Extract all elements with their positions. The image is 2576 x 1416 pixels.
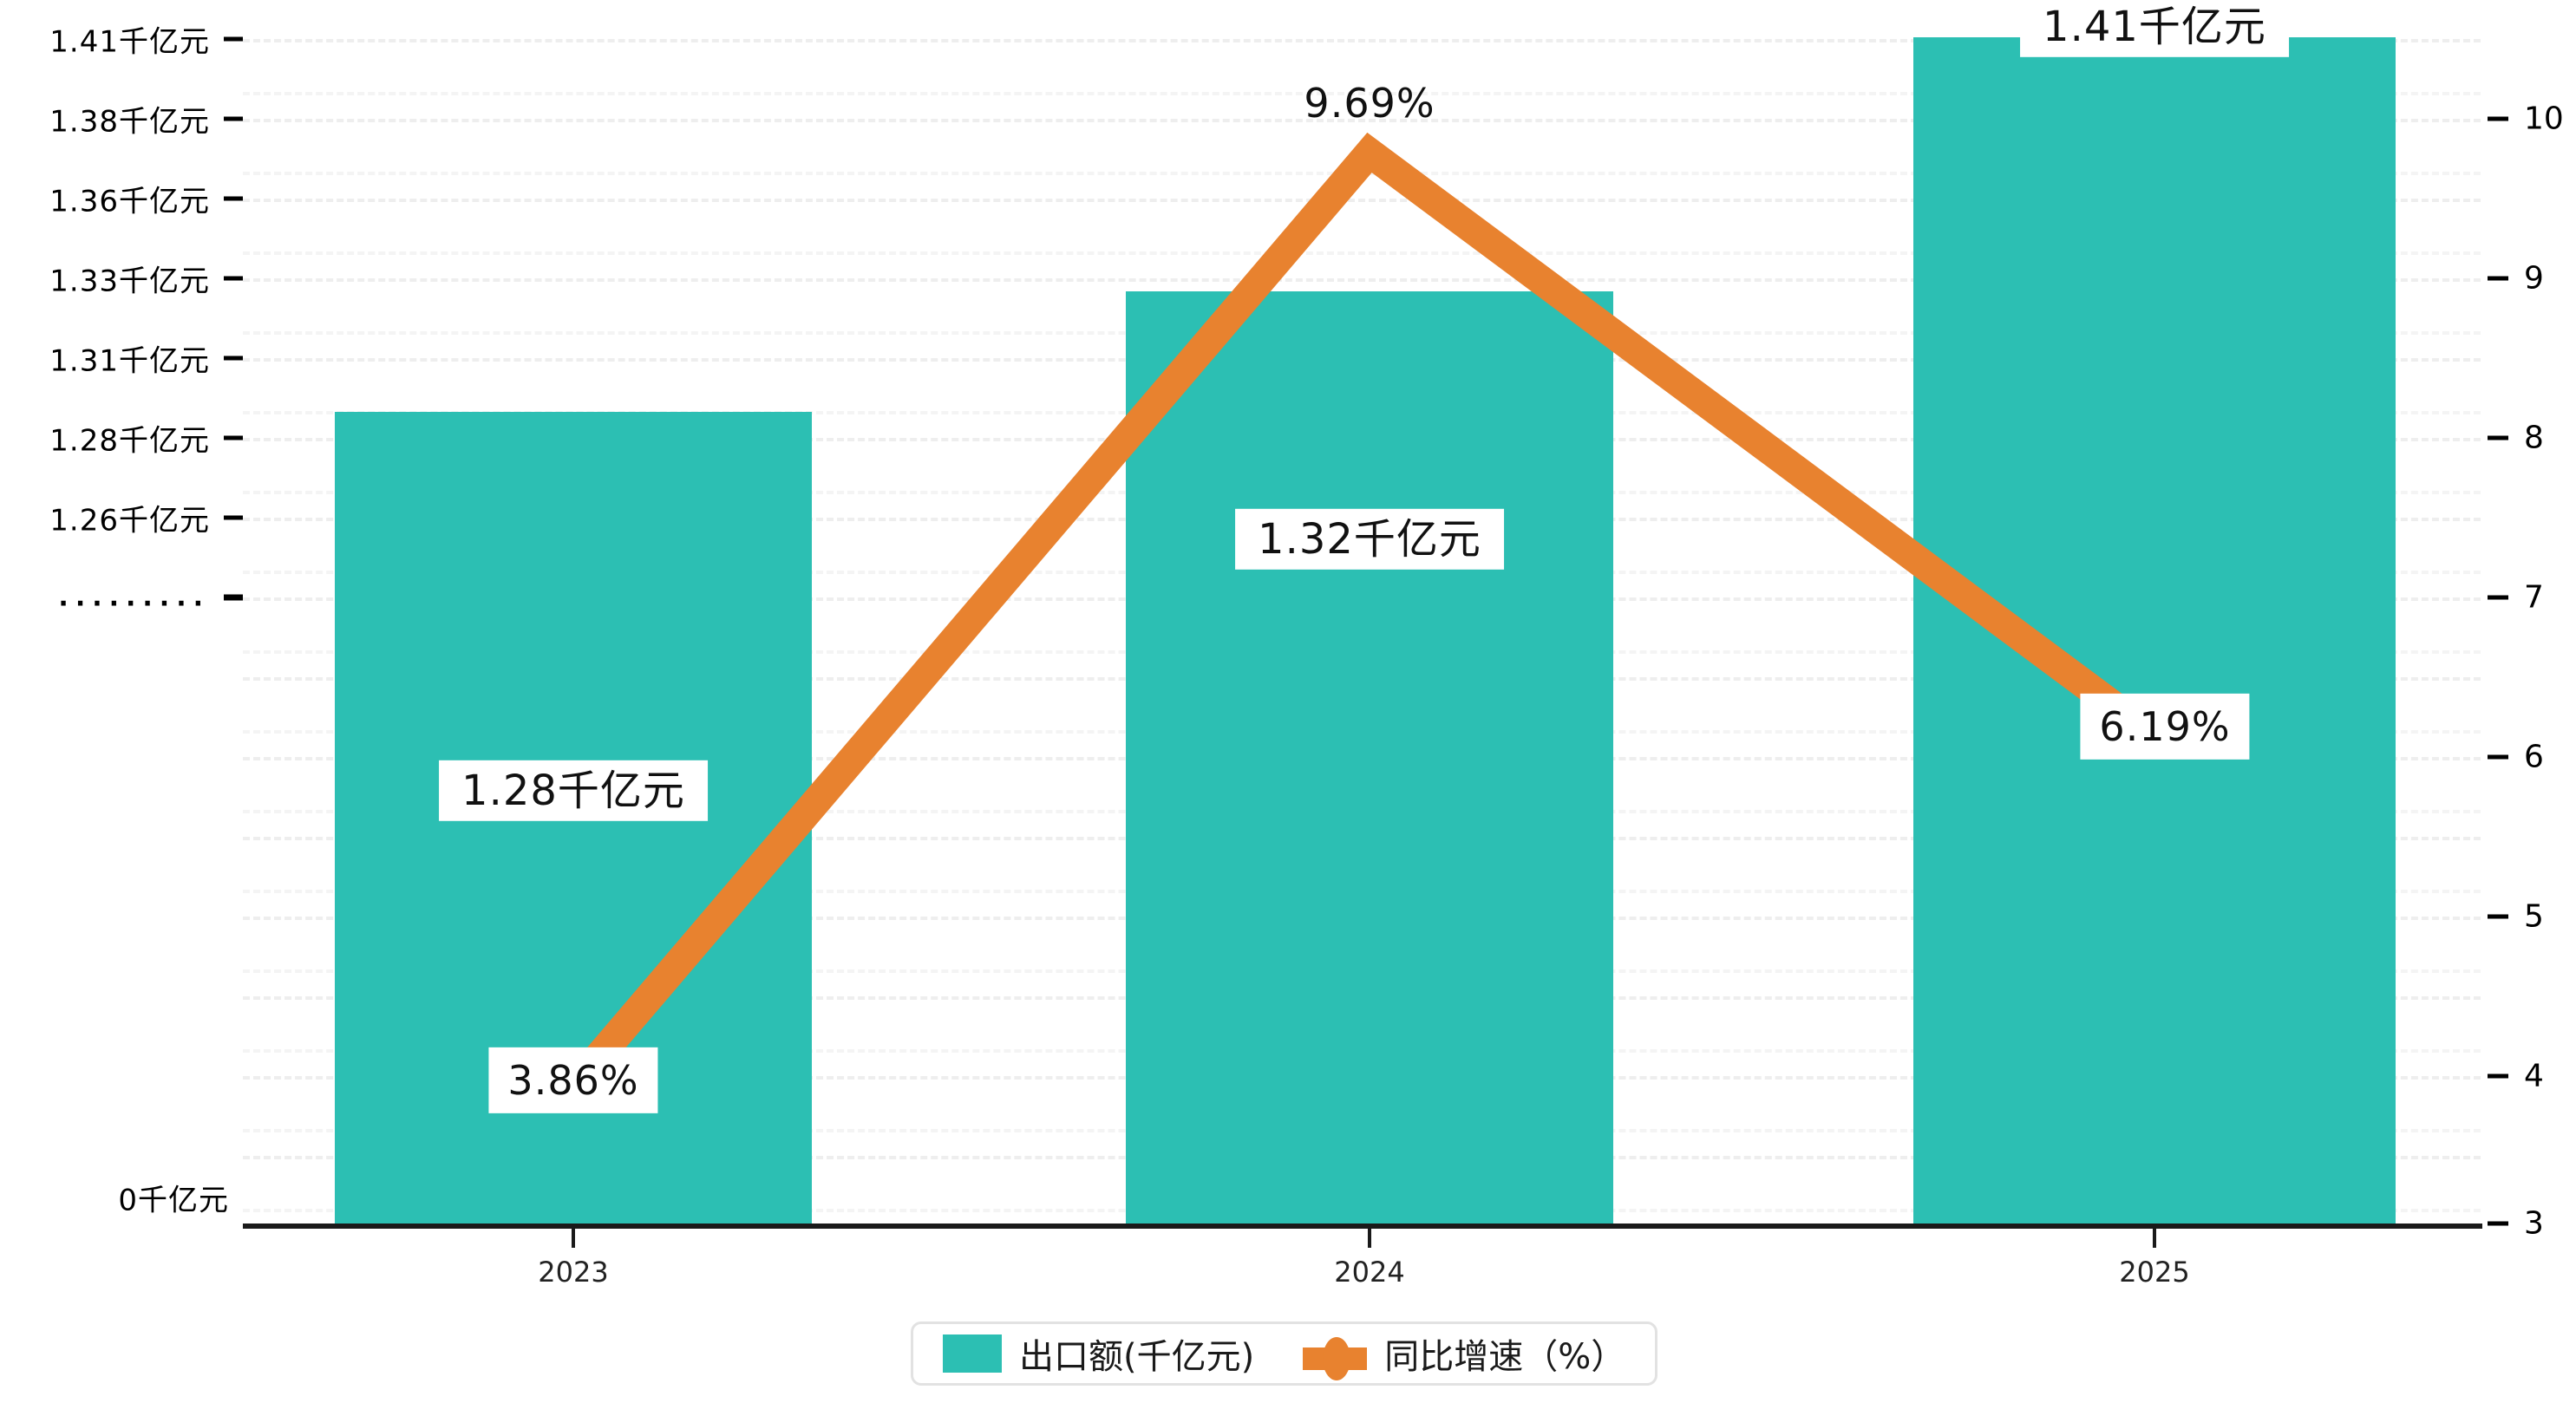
bar-2024[interactable] [1126,291,1613,1225]
y-axis-right-tick-7: 7 [2488,580,2544,616]
y-axis-right-tick-label: 8 [2524,420,2544,456]
y-axis-right-tick-label: 10 [2524,101,2564,137]
y-axis-right-tick-label: 6 [2524,739,2544,775]
x-tick-label-2024: 2024 [1334,1256,1405,1289]
legend-item-growth-rate[interactable]: 同比增速（%） [1303,1328,1626,1380]
tick-dash-icon [224,594,243,601]
y-axis-right-tick-9: 9 [2488,261,2544,297]
y-axis-left-tick-label: 0千亿元 [118,1183,229,1218]
y-axis-left-tick-label: 1.28千亿元 [49,423,210,459]
bar-swatch-icon [943,1334,1002,1373]
tick-dash-icon [2488,1221,2508,1226]
tick-dash-icon [2488,435,2508,440]
tick-dash-icon [224,435,243,440]
gridline-minor [243,92,2481,95]
line-value-label-2024: 9.69% [1304,79,1435,127]
x-tick-label-2025: 2025 [2119,1256,2190,1289]
legend-label-growth-rate: 同比增速（%） [1384,1337,1626,1377]
line-marker-icon [1303,1337,1368,1380]
y-axis-left-tick-3: 1.33千亿元 [49,258,243,300]
x-tick-mark-2024 [1368,1229,1371,1248]
circle-marker-icon [1323,1337,1351,1380]
legend-item-export-value[interactable]: 出口额(千亿元) [943,1328,1254,1379]
y-axis-right-tick-8: 8 [2488,421,2544,456]
y-axis-left-tick-label: 1.41千亿元 [49,24,210,60]
y-axis-left-tick-label: 1.36千亿元 [49,184,210,219]
y-axis-right-tick-label: 7 [2524,579,2544,616]
tick-dash-icon [224,36,243,42]
y-axis-left-tick-0: 1.41千亿元 [49,18,243,61]
y-axis-left-tick-4: 1.31千亿元 [49,337,243,380]
tick-dash-icon [2488,754,2508,760]
bar-value-label-2023: 1.28千亿元 [439,760,708,822]
tick-dash-icon [2488,116,2508,121]
x-tick-mark-2025 [2153,1229,2156,1248]
y-axis-left-tick-2: 1.36千亿元 [49,178,243,220]
line-value-label-2025: 6.19% [2080,693,2250,760]
tick-dash-icon [2488,595,2508,600]
y-axis-right-tick-5: 5 [2488,899,2544,935]
y-axis-right-tick-label: 9 [2524,260,2544,297]
y-axis-right-tick-10: 10 [2488,101,2564,137]
tick-dash-icon [2488,276,2508,281]
bar-value-label-2025: 1.41千亿元 [2020,0,2289,58]
legend-label-export-value: 出口额(千亿元) [1019,1337,1255,1377]
y-axis-left-tick-break: ......... [58,583,243,613]
tick-dash-icon [2488,914,2508,919]
gridline-major [243,119,2481,122]
tick-dash-icon [2488,1073,2508,1079]
gridline-major [243,39,2481,42]
tick-dash-icon [224,515,243,520]
bar-value-label-2024: 1.32千亿元 [1235,508,1504,571]
y-axis-right-tick-6: 6 [2488,740,2544,775]
tick-dash-icon [224,276,243,281]
y-axis-right-tick-3: 3 [2488,1206,2544,1242]
x-axis-line [243,1224,2482,1229]
line-value-label-2023: 3.86% [488,1047,658,1114]
bars-layer [243,26,2481,1225]
x-tick-label-2023: 2023 [538,1256,609,1289]
tick-dash-icon [224,356,243,361]
y-axis-left-tick-5: 1.28千亿元 [49,417,243,460]
bar-2025[interactable] [1913,37,2396,1225]
x-tick-mark-2023 [572,1229,575,1248]
y-axis-left-tick-label: 1.26千亿元 [49,503,210,538]
y-axis-left-tick-label: 1.33千亿元 [49,264,210,299]
tick-dash-icon [224,116,243,121]
y-axis-right-tick-label: 4 [2524,1058,2544,1094]
y-axis-right-tick-label: 5 [2524,898,2544,935]
y-axis-left-tick-label: 1.38千亿元 [49,104,210,140]
legend: 出口额(千亿元) 同比增速（%） [911,1321,1658,1386]
y-axis-left-tick-6: 1.26千亿元 [49,497,243,539]
y-axis-right-tick-label: 3 [2524,1205,2544,1242]
y-axis-left-tick-1: 1.38千亿元 [49,98,243,140]
y-axis-left-tick-label: 1.31千亿元 [49,343,210,379]
y-axis-break-indicator: ......... [58,582,210,613]
y-axis-right-tick-4: 4 [2488,1059,2544,1094]
tick-dash-icon [224,196,243,201]
y-axis-left-tick-zero: 0千亿元 [118,1177,243,1219]
